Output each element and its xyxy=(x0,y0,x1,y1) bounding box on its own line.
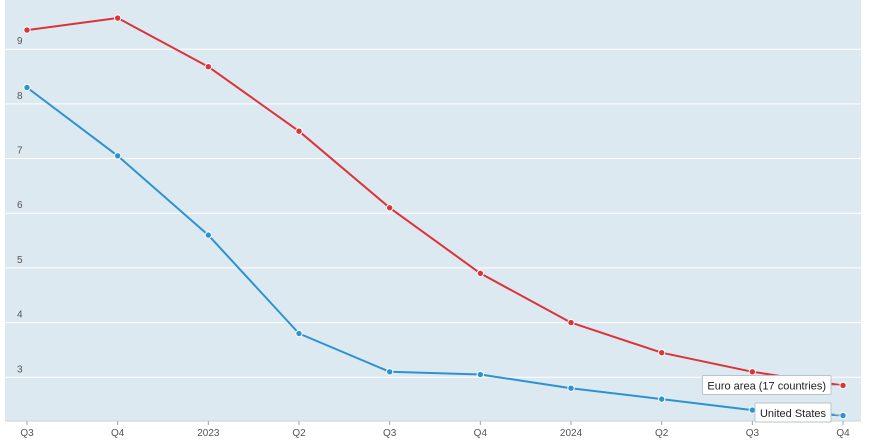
data-point-euro-area[interactable] xyxy=(567,318,575,327)
y-tick-label: 4 xyxy=(17,310,23,321)
data-point-euro-area[interactable] xyxy=(23,26,31,34)
data-point-united-states[interactable] xyxy=(113,152,122,160)
data-point-united-states[interactable] xyxy=(839,411,847,420)
x-tick-label: Q2 xyxy=(292,428,306,439)
x-tick-label: Q2 xyxy=(655,428,669,439)
series-label-box xyxy=(754,402,832,423)
data-point-euro-area[interactable] xyxy=(204,63,213,71)
x-tick-label: Q4 xyxy=(111,428,125,439)
x-tick-label: 2024 xyxy=(560,428,583,439)
series-label-euro-area: Euro area (17 countries) xyxy=(701,374,841,395)
y-tick-label: 7 xyxy=(17,146,23,157)
series-line-euro-area xyxy=(26,17,844,387)
y-tick-label: 5 xyxy=(17,255,23,266)
grid-lines xyxy=(5,48,861,378)
data-point-euro-area[interactable] xyxy=(839,381,847,390)
data-point-united-states[interactable] xyxy=(204,231,213,239)
x-tick-label: Q4 xyxy=(474,428,488,439)
data-point-euro-area[interactable] xyxy=(385,204,394,212)
data-point-united-states[interactable] xyxy=(476,370,485,379)
x-axis: Q3 Q4 2023 Q2 Q3 Q4 2024 Q2 Q3 Q4 xyxy=(5,420,861,439)
y-tick-label: 8 xyxy=(17,91,23,102)
x-tick-label: Q3 xyxy=(746,428,760,439)
plot-background xyxy=(5,0,861,421)
series-labels: Euro area (17 countries) United States xyxy=(701,374,841,423)
data-point-united-states[interactable] xyxy=(567,384,575,392)
x-tick-label: 2023 xyxy=(197,428,220,439)
data-point-euro-area[interactable] xyxy=(657,348,666,357)
y-tick-label: 6 xyxy=(17,200,23,211)
series-label-connector xyxy=(830,412,841,417)
data-point-euro-area[interactable] xyxy=(748,368,757,376)
series-line-united-states xyxy=(26,86,844,417)
data-point-united-states[interactable] xyxy=(657,395,666,403)
series-label-text-united-states: United States xyxy=(760,408,827,420)
x-tick-label: Q3 xyxy=(20,428,34,439)
data-point-euro-area[interactable] xyxy=(476,269,485,278)
y-axis: 3 4 5 6 7 8 9 xyxy=(17,36,23,375)
y-tick-label: 3 xyxy=(17,364,23,375)
data-point-euro-area[interactable] xyxy=(113,14,122,22)
x-tick-label: Q4 xyxy=(836,428,850,439)
data-point-united-states[interactable] xyxy=(295,329,303,338)
data-point-united-states[interactable] xyxy=(23,83,31,92)
series-label-text-euro-area: Euro area (17 countries) xyxy=(707,380,826,392)
y-tick-label: 9 xyxy=(17,36,23,47)
series-label-united-states: United States xyxy=(754,402,841,423)
data-point-euro-area[interactable] xyxy=(295,127,303,135)
x-tick-label: Q3 xyxy=(383,428,397,439)
data-point-united-states[interactable] xyxy=(385,368,394,376)
series-lines xyxy=(23,14,847,420)
